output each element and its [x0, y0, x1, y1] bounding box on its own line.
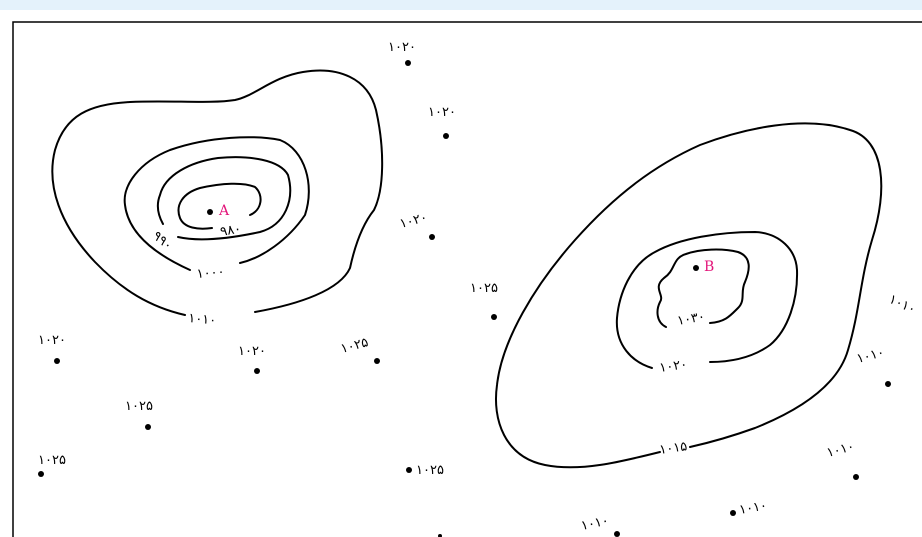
station-dot	[406, 467, 412, 473]
station-label: ۱۰۲۰	[398, 210, 429, 232]
isobar-b-1030	[656, 248, 750, 328]
isobar-a-990	[156, 156, 292, 241]
isobar-label-a-1010: ۱۰۱۰	[188, 311, 217, 328]
isobar-b-1015	[495, 122, 883, 469]
map-frame	[12, 21, 922, 537]
station-11: ۱۰۱۰	[855, 345, 891, 387]
station-dot	[730, 510, 736, 516]
station-04: ۱۰۲۵	[470, 281, 498, 320]
station-label: ۱۰۱۰	[825, 439, 856, 461]
station-dot	[885, 381, 891, 387]
station-dot	[254, 368, 260, 374]
station-label: ۱۰۲۰	[238, 344, 266, 359]
isobar-label-a-1000: ۱۰۰۰	[196, 265, 225, 282]
center-a-label: A	[218, 203, 230, 219]
isobar-a-1010	[51, 69, 384, 316]
station-dot	[491, 314, 497, 320]
station-label: ۱۰۲۰	[428, 105, 456, 120]
station-09: ۱۰۲۵	[38, 453, 66, 477]
station-dot-cut	[438, 534, 442, 537]
station-06: ۱۰۲۰	[238, 344, 266, 374]
center-b-label: B	[704, 259, 714, 275]
station-label: ۱۰۱۰	[855, 345, 886, 367]
station-label: ۱۰۲۰	[38, 333, 66, 348]
isobar-label-a-980: ۹۸۰	[219, 222, 242, 240]
station-14: ۱۰۱۰	[580, 513, 620, 537]
isobar-a-980	[177, 182, 262, 230]
station-label: ۱۰۲۵	[339, 335, 370, 357]
station-07: ۱۰۲۵	[339, 335, 380, 364]
station-dot	[853, 474, 859, 480]
isobar-label-b-1020: ۱۰۲۰	[658, 357, 688, 376]
center-b-dot	[693, 265, 699, 271]
station-label: ۱۰۱۰	[580, 513, 610, 533]
station-02: ۱۰۲۰	[428, 105, 456, 139]
station-label: ۱۰۲۰	[388, 40, 416, 55]
station-08: ۱۰۲۵	[125, 399, 153, 430]
station-dot	[614, 531, 620, 537]
station-dot	[405, 60, 411, 66]
station-dot	[54, 358, 60, 364]
station-12: ۱۰۱۰	[825, 439, 859, 480]
station-01: ۱۰۲۰	[388, 40, 416, 66]
top-band	[0, 0, 922, 10]
center-a-dot	[207, 209, 213, 215]
station-03: ۱۰۲۰	[398, 210, 435, 240]
station-label: ۱۰۲۵	[125, 399, 153, 414]
station-dot	[443, 133, 449, 139]
station-dot	[374, 358, 380, 364]
station-10: ۱۰۲۵	[406, 463, 444, 478]
isobar-label-b-1015: ۱۰۱۵	[658, 439, 688, 458]
isobar-label-b-1030: ۱۰۳۰	[676, 309, 706, 329]
station-label: ۱۰۱۰	[738, 498, 768, 518]
station-13: ۱۰۱۰	[730, 498, 768, 518]
station-dot	[429, 234, 435, 240]
isobar-b-1020	[615, 231, 799, 369]
station-label: ۱۰۲۵	[470, 281, 498, 296]
station-label: ۱۰۲۵	[38, 453, 66, 468]
station-label: ۱۰۲۵	[416, 463, 444, 478]
station-dot	[145, 424, 151, 430]
isobar-a-1000	[123, 136, 310, 271]
station-dot	[38, 471, 44, 477]
station-05: ۱۰۲۰	[38, 333, 66, 364]
isobar-label-edge-right: ۱۰۱۰	[886, 292, 918, 317]
